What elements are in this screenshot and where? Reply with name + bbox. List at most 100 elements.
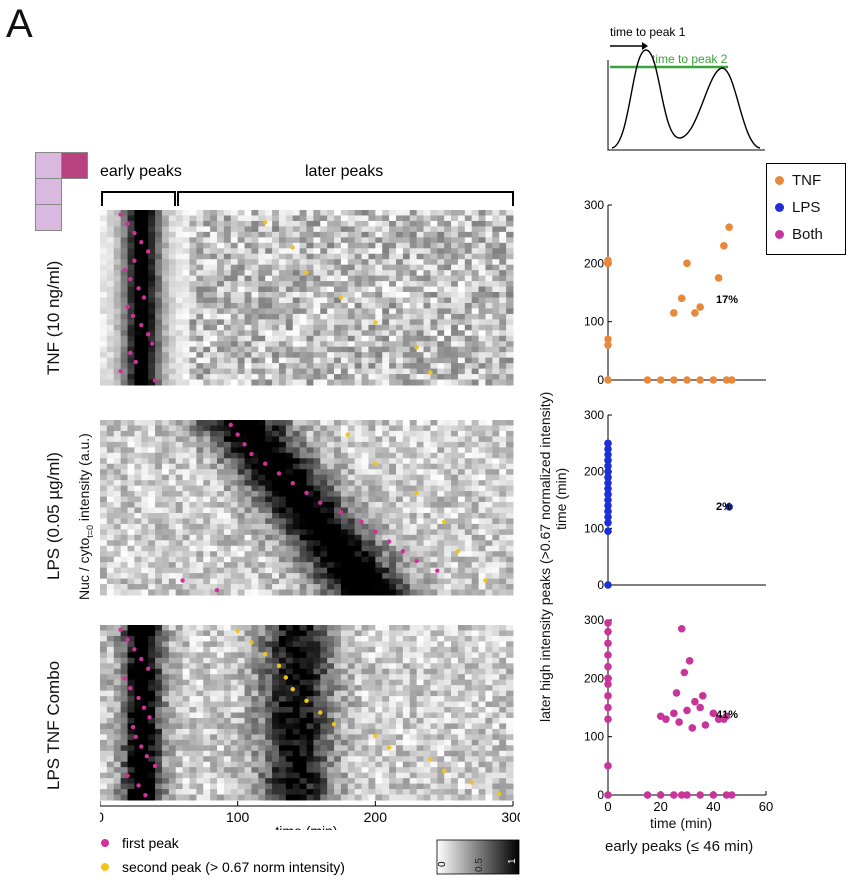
heatmap-cell: [409, 534, 418, 541]
heatmap-cell: [292, 275, 301, 282]
heatmap-cell: [196, 496, 204, 503]
heatmap-cell: [155, 215, 163, 222]
heatmap-cell: [354, 308, 363, 315]
heatmap-cell: [437, 220, 445, 227]
heatmap-cell: [278, 474, 287, 481]
heatmap-cell: [244, 701, 252, 708]
heatmap-cell: [161, 308, 170, 315]
heatmap-cell: [120, 352, 129, 359]
heatmap-cell: [223, 425, 232, 432]
heatmap-cell: [409, 281, 418, 288]
heatmap-cell: [320, 589, 328, 596]
heatmap-cell: [244, 496, 252, 503]
heatmap-cell: [230, 253, 239, 260]
heatmap-cell: [334, 578, 342, 585]
heatmap-cell: [451, 589, 459, 596]
heatmap-cell: [375, 379, 383, 386]
heatmap-cell: [189, 237, 197, 244]
heatmap-cell: [230, 425, 239, 432]
heatmap-cell: [451, 480, 459, 487]
heatmap-cell: [402, 335, 411, 342]
heatmap-cell: [423, 523, 431, 530]
heatmap-cell: [196, 458, 204, 465]
heatmap-cell: [141, 652, 149, 659]
heatmap-cell: [354, 512, 363, 519]
heatmap-cell: [161, 474, 170, 481]
heatmap-cell: [382, 379, 390, 386]
heatmap-cell: [499, 646, 507, 653]
heatmap-cell: [148, 430, 156, 437]
heatmap-cell: [292, 447, 301, 454]
heatmap-cell: [368, 210, 376, 216]
heatmap-cell: [478, 701, 486, 708]
heatmap-cell: [457, 668, 466, 675]
heatmap-cell: [217, 452, 225, 459]
heatmap-cell: [395, 630, 404, 637]
heatmap-cell: [485, 707, 493, 713]
heatmap-cell: [217, 657, 225, 664]
heatmap-cell: [292, 374, 301, 381]
heatmap-cell: [251, 480, 259, 487]
heatmap-cell: [320, 491, 328, 498]
heatmap-cell: [361, 717, 369, 724]
heatmap-cell: [265, 578, 273, 585]
heatmap-cell: [244, 685, 252, 692]
heatmap-cell: [451, 215, 459, 222]
heatmap-cell: [313, 668, 321, 675]
heatmap-cell: [272, 237, 280, 244]
heatmap-cell: [237, 368, 246, 375]
heatmap-cell: [182, 589, 190, 596]
heatmap-cell: [354, 324, 363, 331]
heatmap-cell: [285, 717, 294, 724]
heatmap-cell: [451, 447, 459, 454]
heatmap-cell: [161, 346, 170, 353]
heatmap-cell: [506, 589, 514, 596]
heatmap-cell: [375, 679, 383, 686]
heatmap-cell: [395, 226, 404, 233]
heatmap-cell: [182, 302, 190, 309]
heatmap-cell: [265, 330, 273, 337]
heatmap-cell: [368, 346, 376, 353]
heatmap-cell: [189, 259, 197, 266]
heatmap-cell: [168, 341, 177, 348]
heatmap-cell: [416, 523, 425, 530]
heatmap-cell: [203, 226, 211, 233]
heatmap-cell: [485, 717, 493, 724]
heatmap-cell: [127, 512, 135, 519]
heatmap-cell: [409, 485, 418, 492]
heatmap-cell: [423, 297, 431, 304]
heatmap-cell: [223, 248, 232, 255]
heatmap-cell: [148, 646, 156, 653]
heatmap-cell: [285, 253, 294, 260]
heatmap-cell: [141, 379, 149, 386]
heatmap-cell: [189, 463, 197, 470]
heatmap-cell: [478, 425, 486, 432]
heatmap-cell: [375, 248, 383, 255]
heatmap-cell: [430, 297, 438, 304]
heatmap-cell: [375, 210, 383, 216]
heatmap-cell: [361, 231, 369, 238]
heatmap-cell: [251, 507, 259, 514]
heatmap-cell: [141, 452, 149, 459]
heatmap-cell: [134, 707, 142, 713]
heatmap-cell: [306, 231, 314, 238]
heatmap-cell: [471, 652, 480, 659]
heatmap-cell: [340, 556, 349, 563]
heatmap-cell: [334, 646, 342, 653]
heatmap-cell: [361, 630, 369, 637]
heatmap-cell: [189, 281, 197, 288]
heatmap-cell: [189, 335, 197, 342]
heatmap-cell: [210, 324, 218, 331]
heatmap-cell: [148, 507, 156, 514]
heatmap-cell: [471, 352, 480, 359]
heatmap-cell: [161, 231, 170, 238]
heatmap-cell: [340, 259, 349, 266]
heatmap-cell: [471, 567, 480, 574]
heatmap-cell: [416, 485, 425, 492]
heatmap-cell: [506, 641, 514, 648]
heatmap-cell: [141, 685, 149, 692]
heatmap-cell: [327, 286, 335, 293]
heatmap-cell: [402, 685, 411, 692]
heatmap-cell: [113, 474, 122, 481]
heatmap-cell: [210, 496, 218, 503]
